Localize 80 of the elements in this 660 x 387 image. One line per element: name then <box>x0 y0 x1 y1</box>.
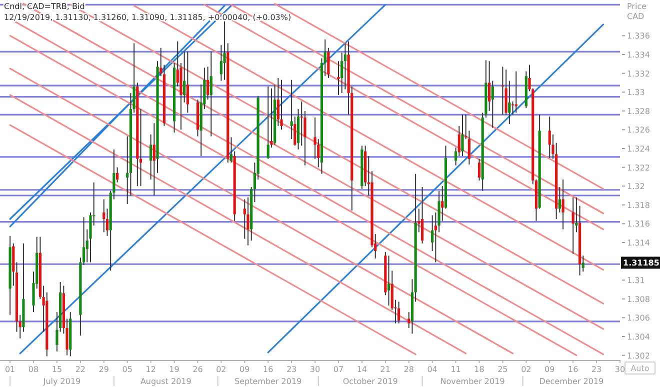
y-tick-label: 1.31 <box>627 276 645 286</box>
y-tick-label: 1.332 <box>627 69 650 78</box>
candlestick <box>441 186 444 222</box>
candlestick <box>206 66 210 100</box>
y-tick-label: 1.304 <box>627 332 650 342</box>
x-tick-label: 23 <box>286 365 297 374</box>
y-tick-label: 1.314 <box>627 238 650 248</box>
y-tick-label: 1.324 <box>627 144 650 154</box>
candlestick <box>223 19 226 80</box>
x-tick-label: 08 <box>28 365 39 374</box>
x-tick-label: 16 <box>568 365 578 374</box>
x-tick-label: 05 <box>122 365 132 374</box>
candlestick <box>102 198 106 233</box>
text: October 2019 <box>342 377 398 386</box>
text: July 2019 <box>42 377 81 386</box>
candlestick <box>280 79 283 130</box>
text: December 2019 <box>539 377 604 386</box>
x-tick-label: 12 <box>146 365 156 374</box>
x-tick-label: 30 <box>310 365 320 374</box>
candlestick <box>501 66 504 116</box>
y-axis-title: Price CAD <box>627 2 647 21</box>
candlestick <box>186 51 189 114</box>
candlestick <box>387 255 390 306</box>
candlestick <box>461 114 464 157</box>
text: November 2019 <box>440 377 505 386</box>
y-tick-label: 1.308 <box>627 294 650 304</box>
candlestick <box>572 196 574 254</box>
auto-button: Auto <box>624 362 656 374</box>
x-tick-label: 09 <box>240 365 250 374</box>
y-tick-label: 1.326 <box>627 126 650 135</box>
y-tick-label: 1.322 <box>627 163 650 172</box>
x-tick-label: 25 <box>498 365 508 374</box>
candlestick <box>478 158 481 181</box>
candlestick <box>276 78 280 126</box>
candlestick <box>420 186 424 244</box>
x-tick-label: 28 <box>404 365 414 374</box>
x-tick-label: 14 <box>356 365 368 374</box>
candlestick <box>266 86 270 160</box>
candlestick <box>246 196 250 246</box>
x-tick-label: 11 <box>450 365 461 374</box>
x-tick-label: 07 <box>333 365 344 374</box>
x-tick-label: 23 <box>591 365 602 374</box>
candlestick <box>491 80 494 128</box>
y-tick-label: 1.33 <box>627 88 645 98</box>
y-tick-label: 1.328 <box>627 106 650 116</box>
x-tick-label: 21 <box>380 365 390 374</box>
x-tick-label: 29 <box>98 365 109 374</box>
x-tick-label: 04 <box>427 365 438 374</box>
y-tick-label: 1.32 <box>627 182 645 192</box>
x-tick-label: 02 <box>521 365 532 374</box>
x-tick-label: 19 <box>169 365 180 374</box>
y-tick-label: 1.318 <box>627 200 650 210</box>
x-tick-label: 15 <box>52 365 62 374</box>
y-tick-label: 1.302 <box>627 351 650 360</box>
candlestick <box>511 101 514 116</box>
x-tick-label: 30 <box>614 365 626 374</box>
candlestick <box>116 166 119 183</box>
x-tick-label: 22 <box>75 365 86 374</box>
y-tick-label: 1.334 <box>627 50 650 60</box>
x-tick-label: 16 <box>263 365 274 374</box>
y-tick-label: 1.316 <box>627 220 650 229</box>
x-tick-label: 26 <box>192 365 203 374</box>
candlestick <box>150 134 152 180</box>
x-tick-label: 01 <box>4 365 16 374</box>
candlestick <box>210 51 212 137</box>
candlestick <box>548 116 551 158</box>
y-tick-label: 1.336 <box>627 32 650 41</box>
x-tick-label: 09 <box>544 365 555 374</box>
y-tick-label: 1.306 <box>627 314 650 323</box>
candlestick <box>468 130 470 165</box>
candlestick <box>562 179 564 230</box>
x-tick-label: 02 <box>216 365 226 374</box>
candlestick <box>508 80 511 125</box>
annotation: 1.31185 <box>623 258 660 268</box>
text: August 2019 <box>140 377 192 386</box>
candlestick <box>344 42 346 90</box>
candlestick <box>398 301 400 324</box>
text: September 2019 <box>234 377 302 386</box>
candlestick <box>558 186 561 213</box>
x-tick-label: 18 <box>474 365 484 374</box>
